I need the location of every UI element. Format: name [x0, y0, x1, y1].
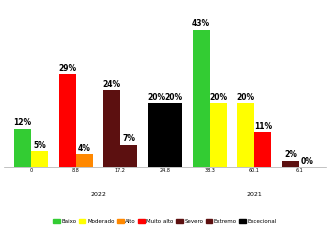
Bar [193, 30, 210, 167]
Bar [254, 132, 271, 167]
Legend: Baixo, Moderado, Alto, Muito alto, Severo, Extremo, Excecional: Baixo, Moderado, Alto, Muito alto, Sever… [51, 216, 279, 226]
Text: 24%: 24% [103, 80, 121, 89]
Text: 20%: 20% [164, 93, 182, 102]
Text: 0%: 0% [301, 157, 314, 166]
Text: 20%: 20% [148, 93, 166, 102]
Bar [210, 103, 227, 167]
Bar [31, 151, 48, 167]
Text: 20%: 20% [237, 93, 255, 102]
Bar [59, 74, 76, 167]
Text: 12%: 12% [14, 118, 32, 127]
Bar [237, 103, 254, 167]
Text: 5%: 5% [33, 141, 46, 150]
Bar [165, 103, 182, 167]
Text: 2%: 2% [284, 150, 297, 159]
Text: 11%: 11% [254, 122, 272, 131]
Text: 2021: 2021 [247, 192, 262, 197]
Bar [76, 154, 93, 167]
Bar [148, 103, 165, 167]
Bar [282, 161, 299, 167]
Bar [120, 145, 137, 167]
Text: 29%: 29% [58, 64, 76, 73]
Bar [14, 129, 31, 167]
Text: 4%: 4% [78, 144, 90, 153]
Text: 20%: 20% [209, 93, 227, 102]
Bar [103, 90, 120, 167]
Text: 7%: 7% [122, 134, 135, 143]
Text: 2022: 2022 [90, 192, 106, 197]
Text: 43%: 43% [192, 20, 210, 28]
